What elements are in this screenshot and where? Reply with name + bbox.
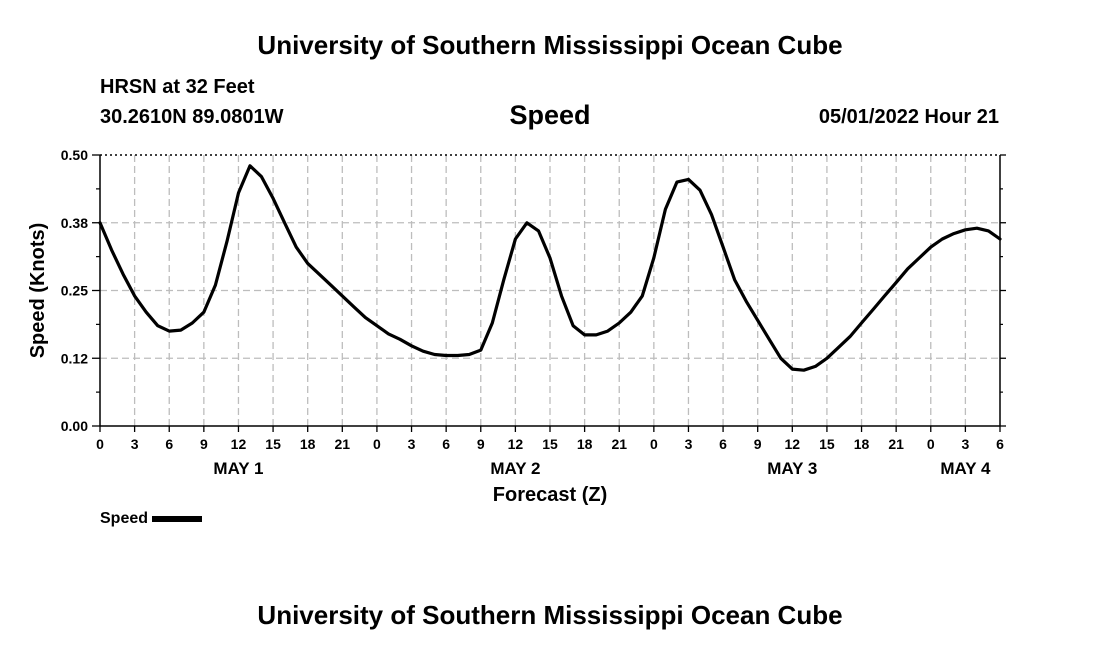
chart-title: Speed bbox=[509, 100, 591, 130]
legend: Speed bbox=[100, 510, 203, 528]
x-tick-label: 21 bbox=[335, 436, 351, 452]
day-label: MAY 2 bbox=[490, 459, 540, 478]
station-label: HRSN at 32 Feet bbox=[100, 76, 255, 98]
footer-title: University of Southern Mississippi Ocean… bbox=[257, 600, 843, 630]
date-label: 05/01/2022 Hour 21 bbox=[818, 106, 999, 128]
x-tick-label: 0 bbox=[96, 436, 104, 452]
legend-label: Speed bbox=[100, 510, 149, 527]
x-tick-label: 21 bbox=[611, 436, 627, 452]
x-tick-label: 15 bbox=[819, 436, 835, 452]
y-tick-label: 0.12 bbox=[61, 350, 88, 366]
x-tick-label: 15 bbox=[542, 436, 558, 452]
speed-series-line bbox=[98, 164, 1002, 372]
x-tick-label: 3 bbox=[131, 436, 139, 452]
day-label: MAY 3 bbox=[767, 459, 817, 478]
x-tick-label: 12 bbox=[508, 436, 524, 452]
y-tick-label: 0.25 bbox=[61, 283, 88, 299]
x-tick-label: 3 bbox=[961, 436, 969, 452]
day-label: MAY 1 bbox=[213, 459, 263, 478]
x-tick-label: 9 bbox=[477, 436, 485, 452]
y-tick-label: 0.00 bbox=[61, 418, 88, 434]
x-tick-label: 9 bbox=[754, 436, 762, 452]
x-tick-label: 6 bbox=[442, 436, 450, 452]
speed-chart: 0.00 0.12 0.25 0.38 0.50 0 3 6 9 12 15 18 21 0 3 6 9 12 15… bbox=[27, 147, 1006, 506]
x-tick-label: 12 bbox=[785, 436, 801, 452]
x-tick-label: 3 bbox=[685, 436, 693, 452]
x-tick-label: 12 bbox=[231, 436, 247, 452]
coordinates-label: 30.2610N 89.0801W bbox=[100, 106, 284, 128]
x-tick-label: 0 bbox=[373, 436, 381, 452]
x-tick-label: 21 bbox=[888, 436, 904, 452]
y-axis-title: Speed (Knots) bbox=[27, 223, 49, 359]
x-tick-label: 15 bbox=[265, 436, 281, 452]
x-tick-label: 6 bbox=[719, 436, 727, 452]
x-tick-label: 3 bbox=[408, 436, 416, 452]
x-tick-label: 6 bbox=[165, 436, 173, 452]
main-title: University of Southern Mississippi Ocean… bbox=[257, 30, 843, 60]
x-tick-label: 0 bbox=[650, 436, 658, 452]
y-tick-label: 0.50 bbox=[61, 147, 88, 163]
x-tick-label: 9 bbox=[200, 436, 208, 452]
x-tick-label: 0 bbox=[927, 436, 935, 452]
y-tick-label: 0.38 bbox=[61, 215, 88, 231]
x-tick-label: 18 bbox=[577, 436, 593, 452]
day-label: MAY 4 bbox=[940, 459, 991, 478]
x-tick-label: 18 bbox=[300, 436, 316, 452]
x-tick-label: 6 bbox=[996, 436, 1004, 452]
x-axis-title: Forecast (Z) bbox=[493, 484, 607, 506]
legend-swatch bbox=[152, 516, 203, 522]
x-tick-label: 18 bbox=[854, 436, 870, 452]
